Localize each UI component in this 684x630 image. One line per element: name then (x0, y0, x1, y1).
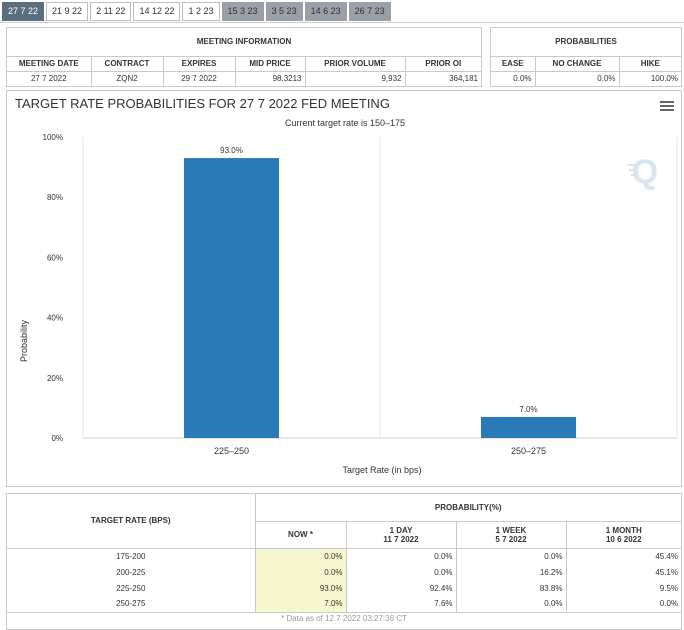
hamburger-menu-icon[interactable] (660, 101, 674, 112)
day-cell: 0.0% (346, 548, 457, 564)
col-header-line2: 5 7 2022 (495, 534, 527, 544)
target-rate-header: TARGET RATE (BPS) (7, 494, 256, 549)
col-header-1week: 1 WEEK 5 7 2022 (456, 521, 567, 549)
now-cell: 0.0% (255, 548, 347, 564)
prior-oi-value: 364,181 (449, 74, 478, 84)
hike-value: 100.0% (650, 74, 678, 84)
col-header: HIKE (619, 56, 681, 72)
col-header: CONTRACT (91, 56, 164, 72)
meeting-info-title: MEETING INFORMATION (7, 28, 481, 57)
day-cell: 7.6% (346, 596, 457, 612)
y-tick-label: 40% (47, 314, 63, 323)
meeting-date-value: 27 7 2022 (7, 71, 92, 86)
data-timestamp-footnote: * Data as of 12 7 2022 03:27:36 CT (7, 611, 681, 625)
col-header: MID PRICE (235, 56, 306, 72)
tabs-divider (0, 22, 684, 23)
col-header: MEETING DATE (7, 56, 92, 72)
probability-table-panel: TARGET RATE (BPS) PROBABILITY(%) NOW * 1… (6, 493, 682, 630)
ease-value: 0.0% (491, 71, 536, 86)
col-header: EASE (491, 56, 536, 72)
chart-subtitle: Current target rate is 150–175 (284, 118, 406, 128)
now-cell: 93.0% (255, 580, 347, 596)
svg-text:Q: Q (632, 153, 658, 191)
probabilities-title: PROBABILITIES (491, 28, 681, 57)
x-tick-label: 225–250 (214, 446, 249, 456)
meeting-tabs: 27 7 22 21 9 22 2 11 22 14 12 22 1 2 23 … (2, 2, 393, 21)
tab-meeting[interactable]: 27 7 22 (2, 2, 45, 21)
bar[interactable] (480, 416, 577, 438)
rate-cell: 200-225 (7, 564, 256, 580)
col-header: PRIOR OI (405, 56, 481, 72)
table-row: 200-225 0.0% 0.0% 16.2% 45.1% (7, 564, 681, 580)
x-axis-label: Target Rate (in bps) (342, 465, 421, 475)
col-header-now: NOW * (255, 521, 347, 549)
bar-data-label: 93.0% (220, 146, 243, 155)
col-header-line1: NOW * (288, 530, 313, 539)
no-change-value: 0.0% (535, 71, 620, 86)
mid-price-value: 98.3213 (235, 71, 306, 86)
tab-meeting[interactable]: 26 7 23 (348, 2, 391, 21)
bar-chart: 0% 20% 40% 60% 80% 100% 93.0% 225–250 7.0% 250–27… (19, 133, 678, 475)
day-cell: 92.4% (346, 580, 457, 596)
y-tick-label: 20% (47, 374, 63, 383)
probability-group-header: PROBABILITY(%) (255, 494, 681, 522)
tab-meeting[interactable]: 3 5 23 (265, 2, 303, 21)
expires-value: 29 7 2022 (163, 71, 236, 86)
y-tick-label: 0% (51, 434, 63, 443)
probabilities-panel: PROBABILITIES EASE NO CHANGE HIKE 0.0% 0… (490, 27, 682, 87)
bar[interactable] (183, 158, 280, 438)
month-cell: 9.5% (659, 583, 678, 593)
col-header-line1: 1 MONTH (605, 525, 642, 535)
col-header-line1: 1 DAY (389, 525, 413, 535)
tab-meeting[interactable]: 2 11 22 (90, 2, 132, 21)
y-tick-label: 80% (47, 193, 63, 202)
y-tick-label: 100% (43, 133, 63, 142)
week-cell: 83.8% (456, 580, 567, 596)
col-header-1month: 1 MONTH 10 6 2022 (566, 521, 681, 549)
tab-meeting[interactable]: 15 3 23 (221, 2, 264, 21)
y-axis-label: Probability (19, 319, 29, 362)
tab-meeting[interactable]: 21 9 22 (46, 2, 89, 21)
col-header-1day: 1 DAY 11 7 2022 (346, 521, 457, 549)
chart-title: TARGET RATE PROBABILITIES FOR 27 7 2022 … (15, 96, 390, 111)
rate-cell: 175-200 (7, 548, 256, 564)
contract-value: ZQN2 (91, 71, 164, 86)
tab-meeting[interactable]: 14 12 22 (133, 2, 181, 21)
table-row: 225-250 93.0% 92.4% 83.8% 9.5% (7, 580, 681, 596)
col-header: PRIOR VOLUME (305, 56, 406, 72)
col-header-line1: 1 WEEK (495, 525, 527, 535)
y-tick-label: 60% (47, 253, 63, 262)
col-header-line2: 10 6 2022 (605, 534, 642, 544)
month-cell: 0.0% (659, 599, 678, 609)
now-cell: 0.0% (255, 564, 347, 580)
prior-volume-value: 9,932 (305, 71, 406, 86)
col-header: EXPIRES (163, 56, 236, 72)
x-tick-label: 250–275 (511, 446, 546, 456)
table-row: 250-275 7.0% 7.6% 0.0% 0.0% (7, 596, 681, 612)
meeting-info-panel: MEETING INFORMATION MEETING DATE CONTRAC… (6, 27, 482, 87)
week-cell: 0.0% (456, 548, 567, 564)
chart-panel: TARGET RATE PROBABILITIES FOR 27 7 2022 … (6, 90, 682, 487)
bar-data-label: 7.0% (519, 405, 537, 414)
week-cell: 0.0% (456, 596, 567, 612)
tab-meeting[interactable]: 14 6 23 (304, 2, 347, 21)
quikstrike-q-logo-icon: Q (627, 153, 658, 191)
day-cell: 0.0% (346, 564, 457, 580)
col-header: NO CHANGE (535, 56, 620, 72)
col-header-line2: 11 7 2022 (383, 534, 419, 544)
rate-cell: 225-250 (7, 580, 256, 596)
week-cell: 16.2% (456, 564, 567, 580)
table-row: 175-200 0.0% 0.0% 0.0% 45.4% (7, 548, 681, 564)
rate-cell: 250-275 (7, 596, 256, 612)
month-cell: 45.1% (655, 567, 678, 577)
now-cell: 7.0% (255, 596, 347, 612)
tab-meeting[interactable]: 1 2 23 (182, 2, 220, 21)
month-cell: 45.4% (655, 551, 678, 561)
